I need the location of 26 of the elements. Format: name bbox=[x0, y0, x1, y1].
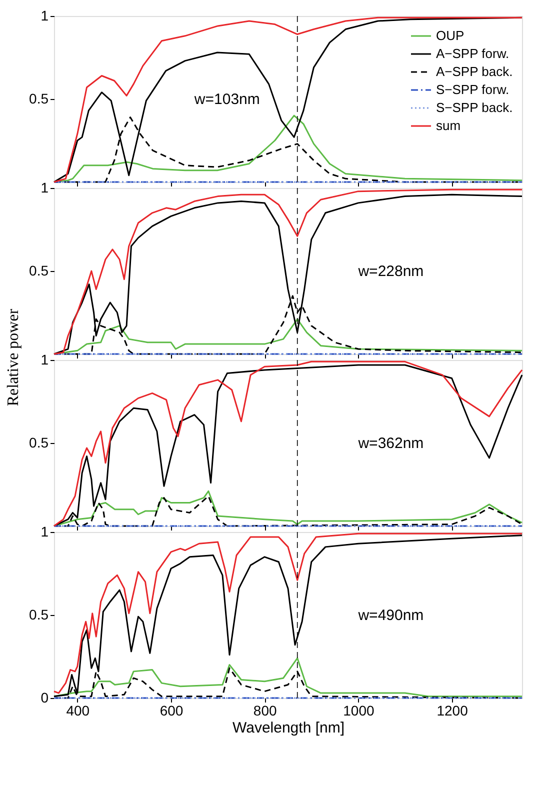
legend-label: sum bbox=[436, 118, 461, 133]
y-tick-label: 0 bbox=[40, 690, 49, 706]
legend-label: S−SPP back. bbox=[436, 100, 513, 115]
x-axis-title: Wavelength [nm] bbox=[232, 720, 344, 736]
y-tick-label: 0.5 bbox=[29, 262, 49, 278]
x-tick-label: 600 bbox=[160, 702, 184, 718]
y-tick-label: 0.5 bbox=[29, 434, 49, 450]
x-tick-label: 800 bbox=[253, 702, 277, 718]
y-tick-label: 1 bbox=[40, 180, 49, 196]
y-tick-label: 1 bbox=[40, 524, 49, 540]
y-tick-label: 1 bbox=[40, 8, 49, 24]
legend-label: OUP bbox=[436, 28, 464, 43]
y-tick-label: 0.5 bbox=[29, 606, 49, 622]
annotation: w=362nm bbox=[357, 435, 424, 452]
x-tick-label: 1000 bbox=[343, 702, 374, 718]
x-tick-label: 400 bbox=[66, 702, 90, 718]
legend-label: S−SPP forw. bbox=[436, 82, 510, 97]
legend-label: A−SPP forw. bbox=[436, 46, 510, 61]
y-tick-label: 1 bbox=[40, 352, 49, 368]
legend-label: A−SPP back. bbox=[436, 64, 513, 79]
x-tick-label: 1200 bbox=[436, 702, 468, 718]
annotation: w=103nm bbox=[193, 91, 260, 108]
y-tick-label: 0.5 bbox=[29, 90, 49, 106]
annotation: w=228nm bbox=[357, 263, 424, 280]
annotation: w=490nm bbox=[357, 607, 424, 624]
y-axis-title: Relative power bbox=[5, 308, 22, 406]
